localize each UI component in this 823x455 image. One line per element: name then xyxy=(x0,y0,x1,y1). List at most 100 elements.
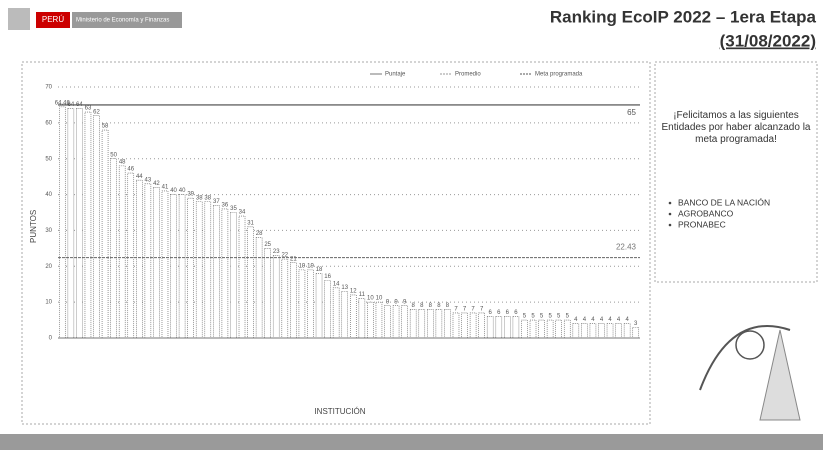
bar xyxy=(572,323,580,339)
bar xyxy=(435,309,443,339)
y-tick-label: 30 xyxy=(45,228,52,234)
bar xyxy=(486,316,494,339)
bar xyxy=(144,183,152,339)
value-label: 5 xyxy=(566,314,570,320)
value-label: 5 xyxy=(557,314,561,320)
value-label: 5 xyxy=(548,314,552,320)
bar xyxy=(67,108,75,339)
value-label: 4 xyxy=(608,317,612,323)
entity-bullet xyxy=(668,201,672,205)
value-label: 39 xyxy=(187,192,194,198)
legend-label: Promedio xyxy=(455,72,481,78)
entity-name: PRONABEC xyxy=(678,219,726,229)
bar xyxy=(427,309,434,339)
y-tick-label: 10 xyxy=(45,300,52,306)
bar xyxy=(195,201,203,339)
y-tick-label: 40 xyxy=(45,192,52,198)
bar xyxy=(375,301,383,339)
value-label: 10 xyxy=(367,296,374,302)
value-label: 4 xyxy=(625,317,629,323)
bar xyxy=(418,309,426,339)
panel-message: ¡Felicitamos a las siguientes Entidades … xyxy=(661,110,811,145)
value-label: 28 xyxy=(256,231,263,237)
value-label: 6 xyxy=(506,310,510,316)
value-label: 5 xyxy=(531,314,535,320)
value-label: 62 xyxy=(93,109,100,115)
value-label: 43 xyxy=(145,177,152,183)
bar xyxy=(230,212,237,339)
footer-band xyxy=(0,434,823,450)
panel-message-box: ¡Felicitamos a las siguientes Entidades … xyxy=(661,110,811,145)
value-label: 19 xyxy=(299,263,306,269)
value-label: 31 xyxy=(247,220,254,226)
bar xyxy=(93,115,100,339)
x-axis-title: INSTITUCIÓN xyxy=(314,407,365,416)
bar xyxy=(606,323,614,339)
value-label: 8 xyxy=(420,303,424,309)
bar xyxy=(367,301,374,339)
bar xyxy=(632,326,640,339)
bar xyxy=(170,194,177,339)
value-label: 12 xyxy=(350,289,357,295)
value-label: 40 xyxy=(179,188,186,194)
bar xyxy=(555,319,562,339)
value-label: 9 xyxy=(386,299,390,305)
y-tick-label: 20 xyxy=(45,264,52,270)
legend-label: Puntaje xyxy=(385,72,406,78)
bar xyxy=(461,312,468,339)
value-label: 8 xyxy=(437,303,441,309)
bar xyxy=(110,158,117,339)
value-label: 6 xyxy=(497,310,501,316)
value-label: 4 xyxy=(583,317,587,323)
bar xyxy=(127,172,135,339)
entity-bullet xyxy=(668,212,672,216)
bar xyxy=(136,179,143,339)
value-label: 4 xyxy=(574,317,578,323)
value-label: 7 xyxy=(480,306,484,312)
bar xyxy=(101,129,109,339)
value-label: 23 xyxy=(273,249,280,255)
value-label: 10 xyxy=(376,296,383,302)
value-label: 8 xyxy=(412,303,416,309)
value-label: 6 xyxy=(489,310,493,316)
value-label: 42 xyxy=(153,181,160,187)
bar xyxy=(161,190,169,339)
bar xyxy=(349,294,357,339)
bar xyxy=(281,258,289,339)
value-label: 37 xyxy=(213,199,220,205)
bar xyxy=(332,287,340,339)
date: (31/08/2022) xyxy=(720,31,816,50)
logo-country: PERÚ xyxy=(42,15,64,24)
value-label: 19 xyxy=(307,263,314,269)
entity-name: BANCO DE LA NACIÓN xyxy=(678,197,770,207)
value-label: 16 xyxy=(324,274,331,280)
bar xyxy=(307,269,314,339)
logo-box xyxy=(36,12,70,28)
value-label: 8 xyxy=(446,303,450,309)
bar xyxy=(529,319,537,339)
value-label: 7 xyxy=(471,306,475,312)
chart-frame xyxy=(21,61,651,425)
value-label: 63 xyxy=(85,106,92,112)
bar xyxy=(392,305,400,339)
value-label: 44 xyxy=(136,174,143,180)
value-label: 21 xyxy=(290,256,297,262)
bar xyxy=(187,197,194,339)
y-tick-label: 70 xyxy=(45,85,52,91)
value-label: 13 xyxy=(341,285,348,291)
value-label: 38 xyxy=(196,195,203,201)
value-label: 64.46 xyxy=(55,100,71,106)
bar xyxy=(504,316,511,339)
mascot xyxy=(699,325,801,421)
y-tick-label: 50 xyxy=(45,156,52,162)
value-label: 34 xyxy=(239,210,246,216)
bar xyxy=(76,108,83,339)
bar xyxy=(118,165,126,339)
value-label: 22 xyxy=(281,253,288,259)
bar xyxy=(84,111,92,339)
bar xyxy=(589,323,597,339)
bar xyxy=(358,298,366,339)
bar xyxy=(495,316,503,339)
